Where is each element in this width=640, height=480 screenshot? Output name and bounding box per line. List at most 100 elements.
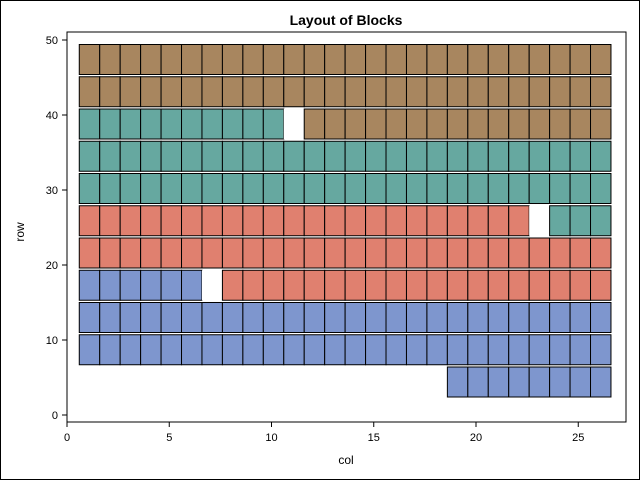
- block-teal: [344, 140, 367, 172]
- block-blue: [181, 269, 203, 301]
- block-blue: [508, 334, 530, 366]
- block-salmon: [549, 237, 571, 269]
- block-teal: [119, 140, 142, 172]
- x-tick-label: 0: [64, 432, 70, 444]
- block-teal: [467, 140, 489, 172]
- empty-block: [283, 109, 305, 139]
- block-brown: [487, 108, 510, 140]
- block-salmon: [160, 205, 183, 237]
- block-salmon: [467, 269, 489, 301]
- block-blue: [590, 302, 612, 333]
- plot-area-border: [66, 31, 627, 423]
- block-blue: [140, 269, 162, 301]
- block-blue: [528, 334, 551, 366]
- block-blue: [344, 334, 367, 366]
- block-salmon: [242, 269, 264, 301]
- block-salmon: [303, 237, 326, 269]
- block-teal: [160, 140, 183, 172]
- block-salmon: [569, 269, 592, 301]
- block-teal: [201, 140, 223, 172]
- block-brown: [590, 108, 612, 140]
- block-teal: [140, 173, 162, 204]
- block-salmon: [405, 269, 428, 301]
- x-axis-label: col: [338, 453, 353, 467]
- block-teal: [78, 108, 101, 140]
- block-brown: [385, 44, 407, 75]
- block-teal: [549, 173, 571, 204]
- block-blue: [119, 269, 142, 301]
- block-teal: [242, 108, 264, 140]
- block-brown: [446, 44, 469, 75]
- block-brown: [446, 76, 469, 108]
- block-brown: [508, 44, 530, 75]
- block-salmon: [181, 205, 203, 237]
- y-tick-label: 20: [46, 260, 58, 272]
- block-brown: [528, 76, 551, 108]
- block-brown: [549, 108, 571, 140]
- block-salmon: [78, 237, 101, 269]
- block-teal: [344, 173, 367, 204]
- block-brown: [405, 76, 428, 108]
- block-blue: [365, 334, 387, 366]
- block-blue: [78, 269, 101, 301]
- block-salmon: [324, 205, 346, 237]
- block-teal: [78, 173, 101, 204]
- block-brown: [221, 76, 244, 108]
- block-salmon: [487, 205, 510, 237]
- block-teal: [262, 140, 285, 172]
- block-blue: [78, 302, 101, 333]
- block-salmon: [508, 205, 530, 237]
- block-salmon: [119, 237, 142, 269]
- block-brown: [303, 108, 326, 140]
- block-salmon: [324, 269, 346, 301]
- block-salmon: [549, 269, 571, 301]
- block-brown: [508, 76, 530, 108]
- block-brown: [140, 44, 162, 75]
- block-brown: [140, 76, 162, 108]
- block-brown: [405, 108, 428, 140]
- block-blue: [242, 334, 264, 366]
- block-salmon: [365, 237, 387, 269]
- block-teal: [181, 173, 203, 204]
- block-blue: [303, 334, 326, 366]
- block-teal: [590, 140, 612, 172]
- block-blue: [426, 302, 448, 333]
- block-salmon: [344, 237, 367, 269]
- block-brown: [283, 76, 305, 108]
- block-brown: [221, 44, 244, 75]
- block-salmon: [262, 237, 285, 269]
- block-brown: [119, 44, 142, 75]
- block-blue: [324, 302, 346, 333]
- block-blue: [508, 366, 530, 398]
- block-salmon: [590, 237, 612, 269]
- block-brown: [569, 76, 592, 108]
- block-salmon: [262, 205, 285, 237]
- block-blue: [160, 269, 183, 301]
- block-blue: [99, 269, 121, 301]
- block-brown: [344, 44, 367, 75]
- block-brown: [201, 76, 223, 108]
- empty-block: [201, 270, 223, 301]
- block-brown: [99, 44, 121, 75]
- block-blue: [549, 302, 571, 333]
- block-blue: [446, 302, 469, 333]
- block-teal: [426, 173, 448, 204]
- block-salmon: [528, 269, 551, 301]
- block-blue: [242, 302, 264, 333]
- block-salmon: [528, 237, 551, 269]
- block-blue: [446, 366, 469, 398]
- block-salmon: [283, 205, 305, 237]
- block-blue: [487, 366, 510, 398]
- block-blue: [590, 366, 612, 398]
- block-salmon: [446, 269, 469, 301]
- block-blue: [78, 334, 101, 366]
- block-teal: [385, 140, 407, 172]
- block-brown: [590, 44, 612, 75]
- block-blue: [365, 302, 387, 333]
- block-brown: [385, 108, 407, 140]
- block-blue: [262, 302, 285, 333]
- block-blue: [160, 302, 183, 333]
- block-brown: [242, 76, 264, 108]
- block-teal: [487, 140, 510, 172]
- block-blue: [405, 334, 428, 366]
